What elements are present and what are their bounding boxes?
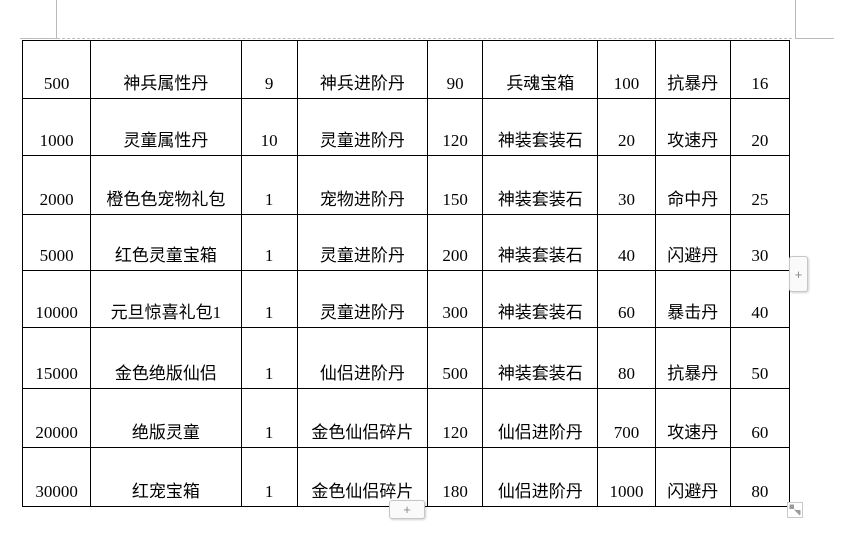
add-row-button[interactable]: + [389, 500, 425, 519]
table-cell[interactable]: 120 [427, 98, 484, 156]
table-cell[interactable]: 兵魂宝箱 [482, 40, 599, 99]
table-cell[interactable]: 40 [597, 214, 656, 271]
table-cell[interactable]: 神装套装石 [482, 327, 599, 389]
table-cell[interactable]: 闪避丹 [654, 214, 731, 271]
table-cell[interactable]: 金色仙侣碎片 [296, 388, 429, 448]
table-cell[interactable]: 500 [427, 327, 484, 389]
table-cell[interactable]: 1 [240, 447, 298, 507]
table-cell[interactable]: 20000 [21, 388, 92, 448]
table-cell[interactable]: 80 [729, 447, 791, 507]
table-cell[interactable]: 40 [729, 270, 791, 328]
add-column-button[interactable]: + [789, 256, 808, 292]
table-cell[interactable]: 90 [427, 40, 484, 99]
table-cell[interactable]: 1 [240, 155, 298, 215]
table-cell[interactable]: 30000 [21, 447, 92, 507]
table-cell[interactable]: 60 [729, 388, 791, 448]
table-cell[interactable]: 神装套装石 [482, 155, 599, 215]
table-cell[interactable]: 神装套装石 [482, 98, 599, 156]
table-row[interactable]: 15000 金色绝版仙侣 1 仙侣进阶丹 500 神装套装石 80 抗暴丹 50 [21, 327, 791, 389]
table-cell[interactable]: 1 [240, 388, 298, 448]
table-cell[interactable]: 抗暴丹 [654, 40, 731, 99]
table-cell[interactable]: 60 [597, 270, 656, 328]
table-cell[interactable]: 绝版灵童 [90, 388, 242, 448]
table-cell[interactable]: 神装套装石 [482, 270, 599, 328]
table-cell[interactable]: 1 [240, 270, 298, 328]
table-cell[interactable]: 神兵属性丹 [90, 40, 242, 99]
table-cell[interactable]: 暴击丹 [654, 270, 731, 328]
table-cell[interactable]: 200 [427, 214, 484, 271]
table-cell[interactable]: 仙侣进阶丹 [482, 388, 599, 448]
table-cell[interactable]: 金色仙侣碎片 [296, 447, 429, 507]
table-cell[interactable]: 15000 [21, 327, 92, 389]
table-row[interactable]: 1000 灵童属性丹 10 灵童进阶丹 120 神装套装石 20 攻速丹 20 [21, 98, 791, 156]
table-cell[interactable]: 攻速丹 [654, 98, 731, 156]
data-table[interactable]: 500 神兵属性丹 9 神兵进阶丹 90 兵魂宝箱 100 抗暴丹 16 1000 灵童属性丹 10 灵… [21, 40, 791, 507]
table-row[interactable]: 2000 橙色色宠物礼包 1 宠物进阶丹 150 神装套装石 30 命中丹 25 [21, 155, 791, 215]
table-cell[interactable]: 5000 [21, 214, 92, 271]
margin-mark-top-left [20, 0, 57, 39]
table-row[interactable]: 20000 绝版灵童 1 金色仙侣碎片 120 仙侣进阶丹 700 攻速丹 60 [21, 388, 791, 448]
table-cell[interactable]: 灵童进阶丹 [296, 270, 429, 328]
table-row[interactable]: 10000 元旦惊喜礼包1 1 灵童进阶丹 300 神装套装石 60 暴击丹 40 [21, 270, 791, 328]
margin-mark-top-right [795, 0, 834, 39]
table-cell[interactable]: 橙色色宠物礼包 [90, 155, 242, 215]
table-row[interactable]: 500 神兵属性丹 9 神兵进阶丹 90 兵魂宝箱 100 抗暴丹 16 [21, 40, 791, 99]
table-cell[interactable]: 80 [597, 327, 656, 389]
table-cell[interactable]: 30 [729, 214, 791, 271]
table-cell[interactable]: 命中丹 [654, 155, 731, 215]
table-cell[interactable]: 10 [240, 98, 298, 156]
table-cell[interactable]: 25 [729, 155, 791, 215]
table-cell[interactable]: 灵童属性丹 [90, 98, 242, 156]
table-cell[interactable]: 30 [597, 155, 656, 215]
table-cell[interactable]: 120 [427, 388, 484, 448]
table-cell[interactable]: 300 [427, 270, 484, 328]
table-cell[interactable]: 9 [240, 40, 298, 99]
table-cell[interactable]: 100 [597, 40, 656, 99]
table-cell[interactable]: 金色绝版仙侣 [90, 327, 242, 389]
table-cell[interactable]: 攻速丹 [654, 388, 731, 448]
table-cell[interactable]: 1000 [597, 447, 656, 507]
table-cell[interactable]: 抗暴丹 [654, 327, 731, 389]
table-cell[interactable]: 10000 [21, 270, 92, 328]
table-cell[interactable]: 150 [427, 155, 484, 215]
table-cell[interactable]: 灵童进阶丹 [296, 214, 429, 271]
table-body: 500 神兵属性丹 9 神兵进阶丹 90 兵魂宝箱 100 抗暴丹 16 1000 灵童属性丹 10 灵… [21, 40, 791, 507]
table-cell[interactable]: 700 [597, 388, 656, 448]
table-cell[interactable]: 180 [427, 447, 484, 507]
table-cell[interactable]: 仙侣进阶丹 [482, 447, 599, 507]
table-cell[interactable]: 20 [729, 98, 791, 156]
table-cell[interactable]: 2000 [21, 155, 92, 215]
table-cell[interactable]: 宠物进阶丹 [296, 155, 429, 215]
table-cell[interactable]: 1000 [21, 98, 92, 156]
table-cell[interactable]: 500 [21, 40, 92, 99]
table-cell[interactable]: 1 [240, 214, 298, 271]
table-cell[interactable]: 红色灵童宝箱 [90, 214, 242, 271]
text-boundary-guide [22, 38, 792, 39]
table-cell[interactable]: 16 [729, 40, 791, 99]
table-cell[interactable]: 20 [597, 98, 656, 156]
table-cell[interactable]: 仙侣进阶丹 [296, 327, 429, 389]
table-cell[interactable]: 50 [729, 327, 791, 389]
table-cell[interactable]: 元旦惊喜礼包1 [90, 270, 242, 328]
table-cell[interactable]: 灵童进阶丹 [296, 98, 429, 156]
table-resize-handle[interactable] [787, 502, 803, 518]
table-row[interactable]: 30000 红宠宝箱 1 金色仙侣碎片 180 仙侣进阶丹 1000 闪避丹 80 [21, 447, 791, 507]
table-cell[interactable]: 闪避丹 [654, 447, 731, 507]
table-cell[interactable]: 红宠宝箱 [90, 447, 242, 507]
table-row[interactable]: 5000 红色灵童宝箱 1 灵童进阶丹 200 神装套装石 40 闪避丹 30 [21, 214, 791, 271]
table-cell[interactable]: 1 [240, 327, 298, 389]
table-cell[interactable]: 神兵进阶丹 [296, 40, 429, 99]
table-cell[interactable]: 神装套装石 [482, 214, 599, 271]
